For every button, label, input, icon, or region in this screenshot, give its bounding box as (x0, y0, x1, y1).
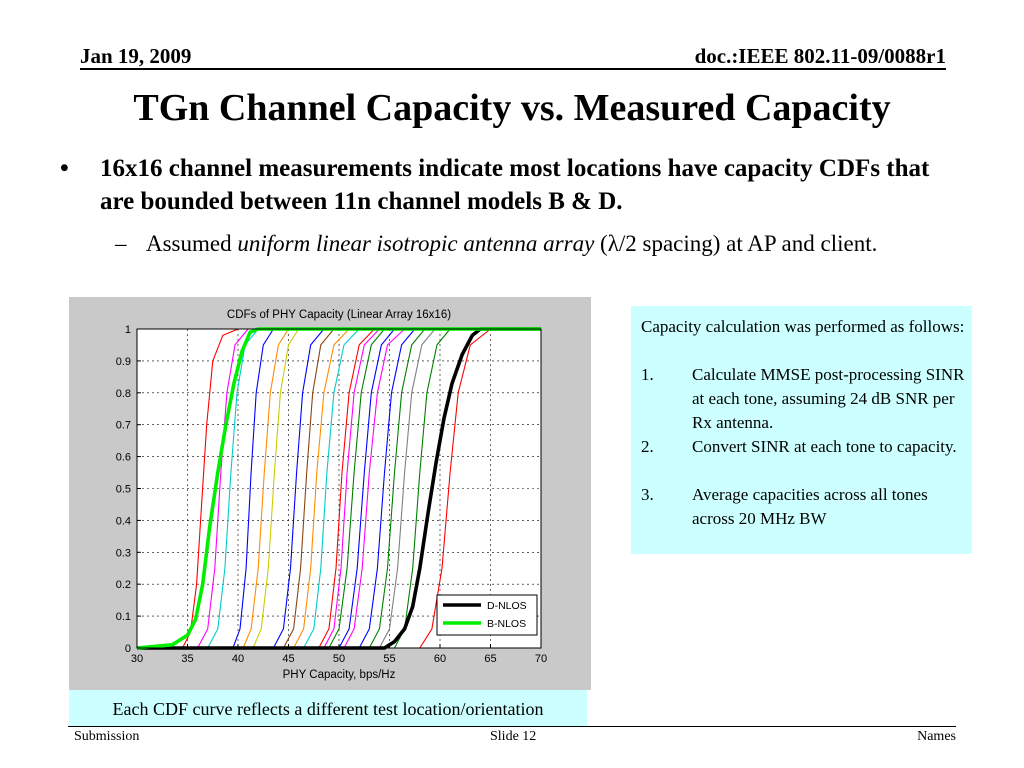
y-tick-label: 1 (125, 324, 131, 336)
y-tick-label: 0.4 (116, 515, 131, 527)
x-tick-label: 45 (282, 653, 294, 665)
y-tick-label: 0.5 (116, 484, 131, 496)
series-line (137, 328, 541, 649)
series-line (137, 328, 541, 649)
series-line (137, 328, 541, 649)
x-tick-label: 50 (333, 653, 345, 665)
y-tick-label: 0.9 (116, 356, 131, 368)
series-line (137, 328, 541, 649)
sub-bullet-after: (λ/2 spacing) at AP and client. (594, 231, 878, 256)
x-tick-label: 55 (383, 653, 395, 665)
header-doc-id: doc.:IEEE 802.11-09/0088r1 (694, 44, 946, 68)
x-tick-label: 60 (434, 653, 446, 665)
legend-box (436, 594, 538, 636)
header-rule (80, 68, 946, 70)
slide-title: TGn Channel Capacity vs. Measured Capaci… (133, 87, 891, 129)
x-tick-label: 30 (131, 653, 143, 665)
cdf-chart: 30 35 40 45 50 55 60 65 70 0 0.1 0.2 0.3 0.4 0.5 0.6 0.7… (116, 309, 547, 681)
y-tick-label: 0.1 (116, 611, 131, 623)
y-tick-label: 0.3 (116, 547, 131, 559)
step-number: 3. (641, 485, 654, 504)
legend-label: B-NLOS (487, 618, 526, 630)
series-line (137, 328, 541, 649)
series-line (137, 328, 541, 649)
series-line (137, 328, 541, 649)
chart-title: CDFs of PHY Capacity (Linear Array 16x16… (227, 309, 451, 321)
series-line (137, 328, 541, 649)
series-line (137, 328, 541, 649)
series-line (137, 328, 541, 649)
step-text: Average capacities across all tones acro… (692, 485, 928, 528)
step-number: 1. (641, 365, 654, 384)
y-tick-label: 0.7 (116, 420, 131, 432)
series-line (137, 328, 541, 649)
series-line (137, 328, 541, 649)
series-line (137, 328, 541, 649)
series-line (137, 328, 541, 649)
x-axis-label: PHY Capacity, bps/Hz (283, 669, 396, 681)
y-tick-label: 0.6 (116, 452, 131, 464)
x-tick-label: 35 (181, 653, 193, 665)
series-line (137, 328, 541, 649)
y-tick-label: 0.8 (116, 388, 131, 400)
bullet-mark: • (60, 155, 69, 182)
legend-label: D-NLOS (487, 600, 527, 612)
x-tick-label: 40 (232, 653, 244, 665)
series-line-d-nlos (137, 327, 541, 650)
series-line (137, 328, 541, 649)
figure-caption: Each CDF curve reflects a different test… (69, 690, 587, 726)
series-line (137, 328, 541, 649)
header-date: Jan 19, 2009 (80, 44, 192, 68)
x-tick-label: 70 (535, 653, 547, 665)
step-number: 2. (641, 437, 654, 456)
series-line (137, 328, 541, 649)
sub-bullet-text: Assumed uniform linear isotropic antenna… (146, 228, 906, 260)
series-line (137, 328, 541, 649)
info-intro: Capacity calculation was performed as fo… (641, 317, 965, 336)
y-tick-label: 0.2 (116, 579, 131, 591)
sub-bullet-mark: – (115, 231, 127, 256)
sub-bullet-before: Assumed (146, 231, 238, 256)
main-bullet-text: 16x16 channel measurements indicate most… (100, 155, 930, 215)
footer-right: Names (917, 729, 956, 744)
y-tick-label: 0 (125, 643, 131, 655)
step-text: Calculate MMSE post-processing SINR at e… (692, 365, 965, 432)
info-box: Capacity calculation was performed as fo… (631, 306, 972, 554)
step-text: Convert SINR at each tone to capacity. (692, 437, 957, 456)
sub-bullet-italic: uniform linear isotropic antenna array (237, 231, 595, 256)
series-line (137, 328, 541, 649)
footer-slide-number: Slide 12 (490, 729, 537, 744)
cdf-figure: 30 35 40 45 50 55 60 65 70 0 0.1 0.2 0.3 0.4 0.5 0.6 0.7… (69, 297, 591, 690)
footer-rule (68, 726, 956, 727)
series-line-b-nlos (136, 327, 541, 650)
footer-left: Submission (74, 729, 140, 744)
x-tick-label: 65 (484, 653, 496, 665)
